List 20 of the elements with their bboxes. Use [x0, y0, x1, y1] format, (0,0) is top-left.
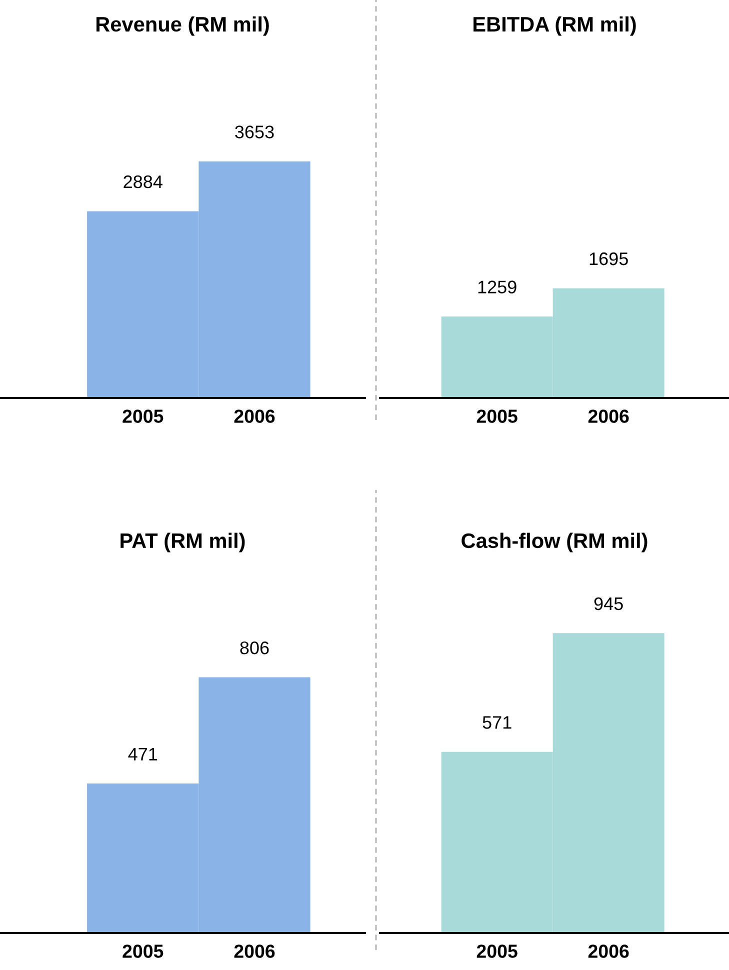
chart-title: PAT (RM mil) — [120, 532, 245, 552]
data-label: 571 — [482, 716, 512, 729]
data-label: 2884 — [124, 175, 162, 188]
x-tick-label: 2006 — [234, 410, 275, 423]
data-label: 1259 — [478, 280, 516, 294]
data-label: 806 — [240, 641, 269, 654]
x-tick-label: 2006 — [588, 944, 629, 958]
x-tick-label: 2005 — [122, 410, 164, 423]
x-tick-label: 2005 — [476, 944, 518, 958]
x-tick-label: 2005 — [122, 944, 164, 958]
chart-title: Revenue (RM mil) — [96, 16, 269, 36]
data-label: 945 — [594, 597, 623, 610]
chart-title: EBITDA (RM mil) — [474, 16, 636, 36]
data-label: 471 — [128, 748, 158, 760]
x-tick-label: 2006 — [588, 410, 629, 423]
data-label: 1695 — [590, 252, 628, 266]
x-tick-label: 2006 — [234, 944, 275, 958]
chart-title: Cash-flow (RM mil) — [462, 532, 648, 552]
x-tick-label: 2005 — [476, 410, 518, 423]
data-label: 3653 — [235, 126, 274, 138]
